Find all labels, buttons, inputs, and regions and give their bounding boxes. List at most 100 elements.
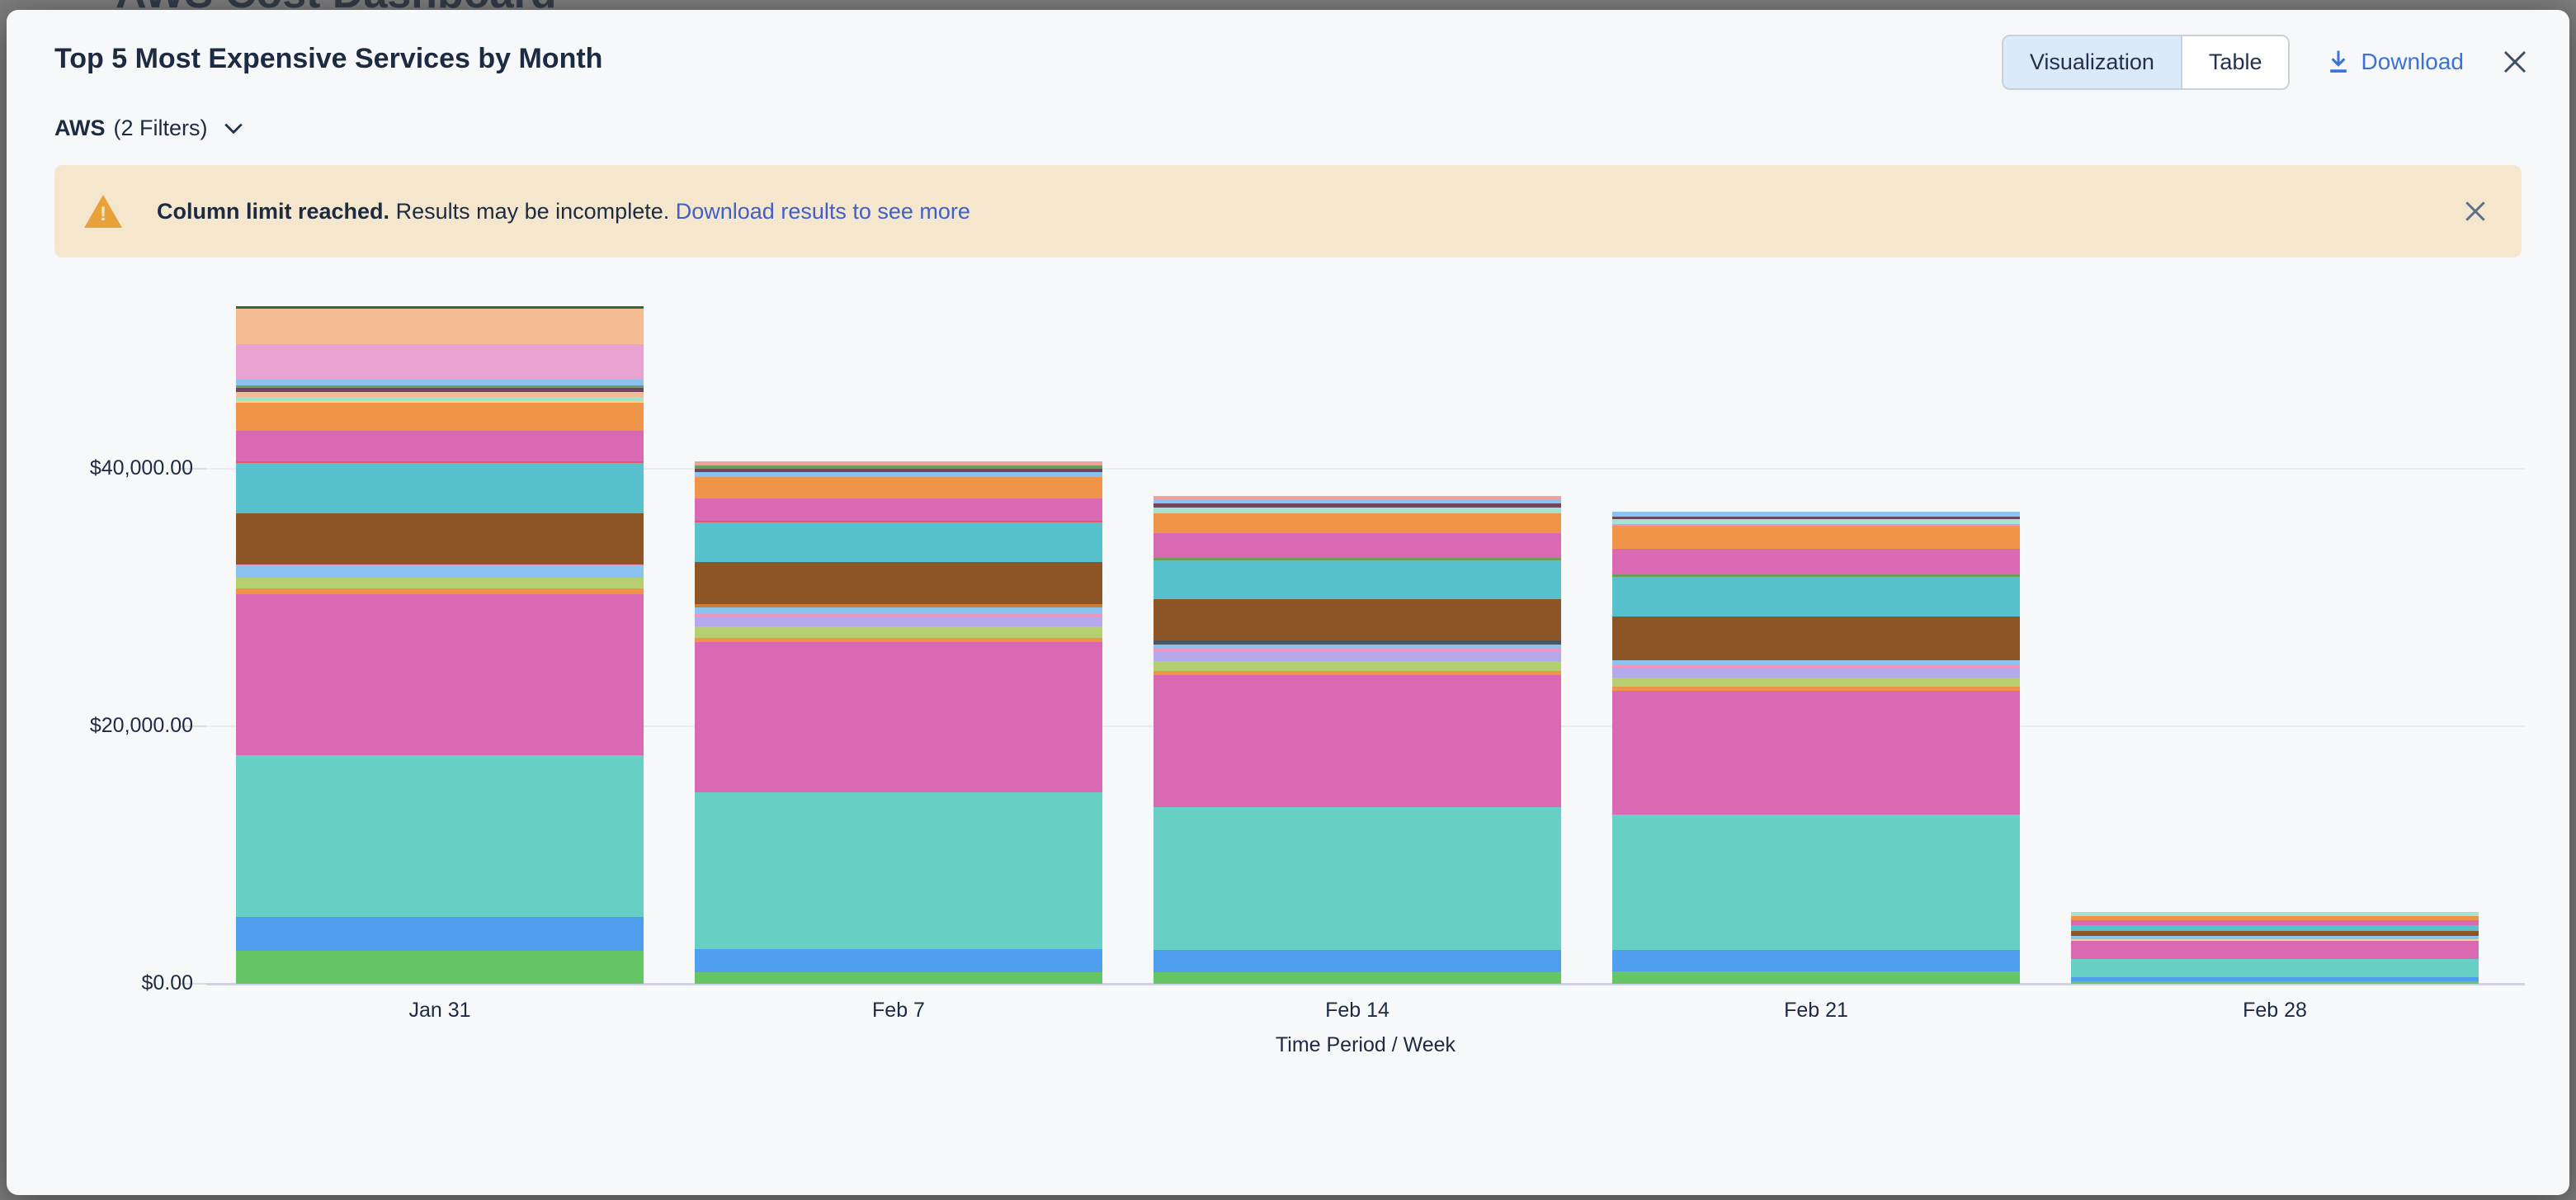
bar-segment[interactable] xyxy=(236,343,644,380)
bar-segment[interactable] xyxy=(2071,980,2479,984)
bar-segment[interactable] xyxy=(236,565,644,567)
bar-segment[interactable] xyxy=(236,461,644,463)
bar-segment[interactable] xyxy=(695,562,1102,604)
bar-segment[interactable] xyxy=(2071,940,2479,959)
visualization-tab[interactable]: Visualization xyxy=(2003,35,2181,88)
bar-segment[interactable] xyxy=(695,613,1102,617)
bar-segment[interactable] xyxy=(2071,958,2479,977)
bar-segment[interactable] xyxy=(1154,807,1561,950)
bar-segment[interactable] xyxy=(236,305,644,309)
bar-segment[interactable] xyxy=(1612,617,2020,660)
bar-segment[interactable] xyxy=(236,387,644,392)
bar-segment[interactable] xyxy=(1154,558,1561,561)
bar-segment[interactable] xyxy=(2071,936,2479,939)
bar-segment[interactable] xyxy=(1612,512,2020,517)
bar-feb-14[interactable] xyxy=(1154,496,1561,984)
filter-dropdown[interactable]: AWS (2 Filters) xyxy=(54,116,244,141)
bar-segment[interactable] xyxy=(1612,677,2020,687)
bar-segment[interactable] xyxy=(236,308,644,344)
bar-segment[interactable] xyxy=(1612,519,2020,524)
bar-segment[interactable] xyxy=(236,430,644,461)
banner-download-link[interactable]: Download results to see more xyxy=(675,198,970,224)
bar-segment[interactable] xyxy=(1154,513,1561,534)
bar-segment[interactable] xyxy=(695,468,1102,473)
bar-segment[interactable] xyxy=(236,385,644,388)
bar-segment[interactable] xyxy=(236,755,644,917)
bar-segment[interactable] xyxy=(695,792,1102,949)
bar-segment[interactable] xyxy=(2071,915,2479,920)
bar-segment[interactable] xyxy=(695,498,1102,522)
bar-segment[interactable] xyxy=(236,402,644,431)
download-button[interactable]: Download xyxy=(2326,49,2464,75)
bar-segment[interactable] xyxy=(695,617,1102,626)
bar-segment[interactable] xyxy=(695,641,1102,793)
bar-segment[interactable] xyxy=(1154,599,1561,641)
table-tab[interactable]: Table xyxy=(2180,35,2289,88)
bar-segment[interactable] xyxy=(1154,670,1561,675)
modal-close-icon[interactable] xyxy=(2500,47,2530,77)
bar-segment[interactable] xyxy=(236,578,644,589)
bar-segment[interactable] xyxy=(236,462,644,514)
bar-segment[interactable] xyxy=(1154,560,1561,600)
bar-segment[interactable] xyxy=(236,391,644,397)
bar-segment[interactable] xyxy=(695,522,1102,563)
bar-segment[interactable] xyxy=(1612,659,2020,665)
bar-segment[interactable] xyxy=(1154,533,1561,559)
bar-segment[interactable] xyxy=(1154,971,1561,984)
bar-segment[interactable] xyxy=(236,396,644,401)
bar-segment[interactable] xyxy=(1612,664,2020,669)
bar-segment[interactable] xyxy=(1612,526,2020,550)
bar-segment[interactable] xyxy=(1154,648,1561,652)
bar-segment[interactable] xyxy=(236,950,644,984)
bar-segment[interactable] xyxy=(236,513,644,565)
bar-segment[interactable] xyxy=(2071,976,2479,981)
bar-segment[interactable] xyxy=(1154,660,1561,671)
bar-segment[interactable] xyxy=(236,400,644,403)
bar-segment[interactable] xyxy=(1154,496,1561,501)
bar-feb-28[interactable] xyxy=(2071,912,2479,984)
bar-segment[interactable] xyxy=(1612,949,2020,971)
bar-segment[interactable] xyxy=(695,603,1102,607)
bar-segment[interactable] xyxy=(236,916,644,951)
bar-segment[interactable] xyxy=(1154,640,1561,645)
bar-segment[interactable] xyxy=(1612,971,2020,984)
bar-segment[interactable] xyxy=(236,588,644,595)
bar-segment[interactable] xyxy=(2071,912,2479,916)
bar-segment[interactable] xyxy=(1154,949,1561,972)
bar-segment[interactable] xyxy=(695,971,1102,984)
bar-segment[interactable] xyxy=(236,379,644,385)
bar-segment[interactable] xyxy=(695,607,1102,614)
bar-segment[interactable] xyxy=(1612,690,2020,815)
bar-feb-21[interactable] xyxy=(1612,512,2020,984)
bar-segment[interactable] xyxy=(1612,549,2020,575)
bar-segment[interactable] xyxy=(1612,686,2020,691)
bar-segment[interactable] xyxy=(1154,674,1561,808)
bar-segment[interactable] xyxy=(2071,924,2479,931)
bar-segment[interactable] xyxy=(695,521,1102,523)
bar-segment[interactable] xyxy=(695,626,1102,638)
bar-segment[interactable] xyxy=(695,948,1102,972)
bar-segment[interactable] xyxy=(695,637,1102,642)
bar-segment[interactable] xyxy=(2071,931,2479,937)
bar-segment[interactable] xyxy=(1154,500,1561,504)
bar-jan-31[interactable] xyxy=(236,305,644,984)
bar-segment[interactable] xyxy=(2071,919,2479,925)
bar-segment[interactable] xyxy=(1612,577,2020,617)
bar-segment[interactable] xyxy=(695,465,1102,469)
bar-segment[interactable] xyxy=(1154,503,1561,508)
bar-segment[interactable] xyxy=(1154,507,1561,513)
bar-segment[interactable] xyxy=(236,566,644,579)
bar-segment[interactable] xyxy=(1612,815,2020,950)
bar-segment[interactable] xyxy=(695,461,1102,465)
banner-close-icon[interactable] xyxy=(2462,198,2489,224)
bar-segment[interactable] xyxy=(1612,574,2020,578)
bar-segment[interactable] xyxy=(1612,668,2020,678)
bar-segment[interactable] xyxy=(2071,938,2479,941)
bar-segment[interactable] xyxy=(1154,644,1561,649)
bar-segment[interactable] xyxy=(1612,523,2020,527)
bar-segment[interactable] xyxy=(1154,651,1561,661)
bar-segment[interactable] xyxy=(695,472,1102,478)
bar-segment[interactable] xyxy=(695,477,1102,499)
bar-segment[interactable] xyxy=(236,594,644,756)
bar-segment[interactable] xyxy=(1612,516,2020,520)
